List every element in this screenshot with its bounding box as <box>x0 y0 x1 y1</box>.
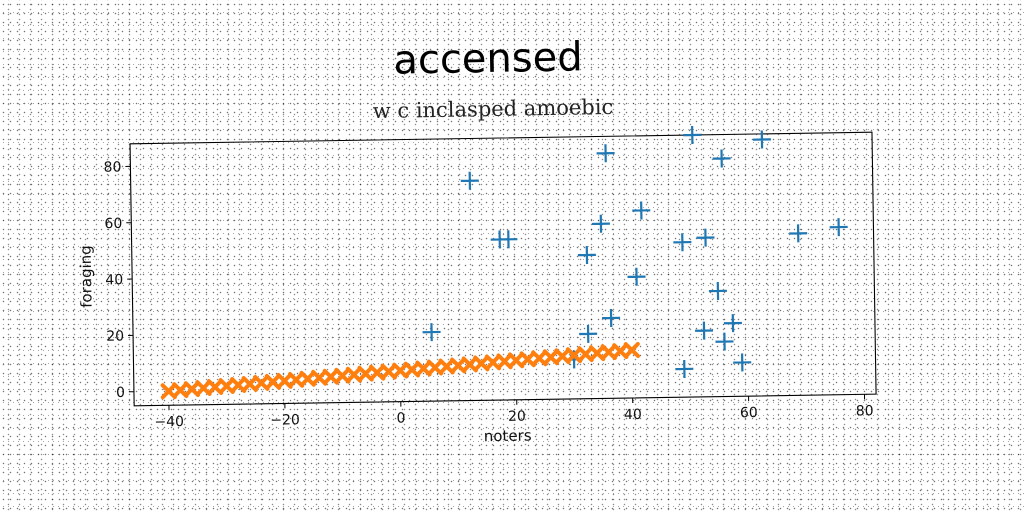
plus-marker <box>627 267 646 286</box>
plus-marker <box>733 353 752 372</box>
y-tick-label: 40 <box>105 272 123 288</box>
x-tick-label: −40 <box>154 414 184 430</box>
chart-subtitle: w c inclasped amoebic <box>373 95 614 123</box>
plus-marker <box>723 314 742 333</box>
plus-marker <box>696 228 715 247</box>
plus-marker <box>579 324 598 343</box>
x-tick-label: 60 <box>740 405 758 421</box>
plus-marker <box>789 224 808 243</box>
x-tick-label: 0 <box>396 411 405 427</box>
plus-marker <box>673 233 692 252</box>
plus-marker <box>499 230 518 249</box>
plot-area: −40 −20 0 20 40 60 80 0 20 40 60 80 noters foraging <box>77 125 877 446</box>
y-tick-label: 80 <box>103 160 121 176</box>
plus-marker <box>708 281 727 300</box>
plus-marker <box>422 323 441 342</box>
plus-marker <box>829 218 848 237</box>
axis-ticks: −40 −20 0 20 40 60 80 0 20 40 60 80 <box>103 160 874 431</box>
plus-marker <box>591 214 610 233</box>
x-tick-label: 20 <box>508 409 526 425</box>
y-tick-label: 0 <box>116 385 125 401</box>
x-axis-label: noters <box>484 427 532 446</box>
plot-frame <box>129 131 877 407</box>
plus-marker <box>683 125 702 145</box>
plus-marker <box>712 149 731 168</box>
x-tick-label: −20 <box>270 412 300 428</box>
plus-marker <box>695 321 714 340</box>
x-tick-label: 40 <box>624 407 642 423</box>
plus-marker <box>715 332 734 351</box>
data-marks <box>160 125 848 400</box>
plus-marker <box>675 359 694 378</box>
x-marker <box>623 341 640 359</box>
y-tick-label: 60 <box>104 216 122 232</box>
y-tick-label: 20 <box>106 329 124 345</box>
plus-marker <box>752 130 771 149</box>
plus-marker <box>602 308 621 328</box>
y-axis-label: foraging <box>77 245 96 308</box>
plus-marker <box>632 201 651 220</box>
chart-title: accensed <box>393 34 583 83</box>
plus-marker <box>460 171 479 190</box>
x-tick-label: 80 <box>856 403 874 419</box>
plus-marker <box>596 144 615 163</box>
plus-marker <box>577 245 596 265</box>
